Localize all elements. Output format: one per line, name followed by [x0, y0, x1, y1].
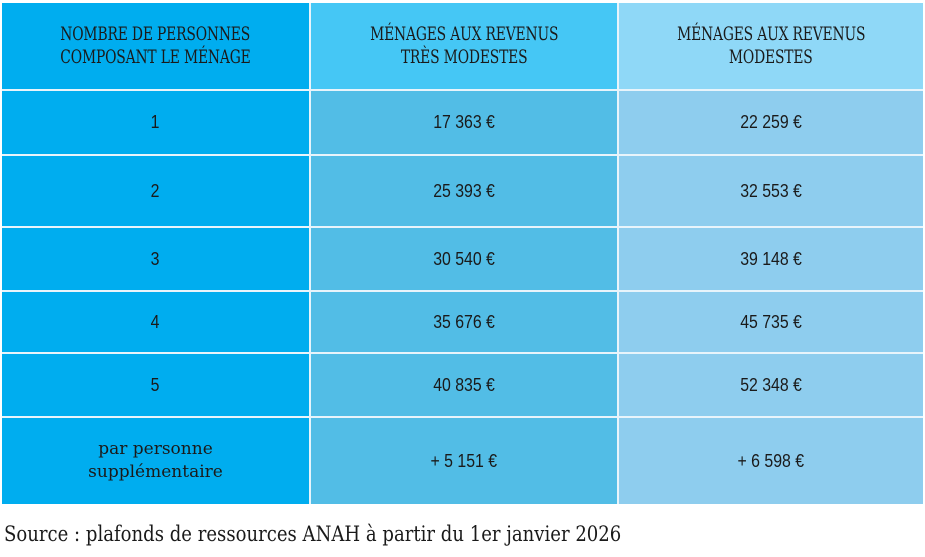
row-extra-label: par personne supplémentaire	[2, 418, 309, 504]
row-4-modestes: 45 735 €	[619, 292, 923, 352]
header-modestes-line1: MÉNAGES AUX REVENUS	[676, 23, 866, 45]
row-2-tres-modestes: 25 393 €	[311, 156, 617, 226]
row-1-modestes: 22 259 €	[619, 91, 923, 154]
header-persons-line2: COMPOSANT LE MÉNAGE	[60, 46, 251, 68]
row-extra-label-line1: par personne	[98, 439, 213, 459]
source-caption: Source : plafonds de ressources ANAH à p…	[4, 522, 622, 546]
row-extra-tres-modestes: + 5 151 €	[311, 418, 617, 504]
header-modestes-line2: MODESTES	[729, 46, 813, 68]
header-tres-modestes-line2: TRÈS MODESTES	[400, 46, 528, 68]
header-persons: NOMBRE DE PERSONNES COMPOSANT LE MÉNAGE	[2, 3, 309, 89]
row-2-persons: 2	[2, 156, 309, 226]
row-5-tres-modestes: 40 835 €	[311, 354, 617, 416]
row-1-tres-modestes: 17 363 €	[311, 91, 617, 154]
row-1-persons: 1	[2, 91, 309, 154]
income-ceiling-table: NOMBRE DE PERSONNES COMPOSANT LE MÉNAGE M…	[2, 3, 923, 504]
row-3-tres-modestes: 30 540 €	[311, 228, 617, 290]
row-3-modestes: 39 148 €	[619, 228, 923, 290]
row-5-modestes: 52 348 €	[619, 354, 923, 416]
header-tres-modestes: MÉNAGES AUX REVENUS TRÈS MODESTES	[311, 3, 617, 89]
row-3-persons: 3	[2, 228, 309, 290]
row-5-persons: 5	[2, 354, 309, 416]
row-4-tres-modestes: 35 676 €	[311, 292, 617, 352]
header-tres-modestes-line1: MÉNAGES AUX REVENUS	[369, 23, 559, 45]
header-modestes: MÉNAGES AUX REVENUS MODESTES	[619, 3, 923, 89]
row-2-modestes: 32 553 €	[619, 156, 923, 226]
header-persons-line1: NOMBRE DE PERSONNES	[60, 23, 251, 45]
row-4-persons: 4	[2, 292, 309, 352]
row-extra-label-line2: supplémentaire	[88, 462, 223, 482]
row-extra-modestes: + 6 598 €	[619, 418, 923, 504]
